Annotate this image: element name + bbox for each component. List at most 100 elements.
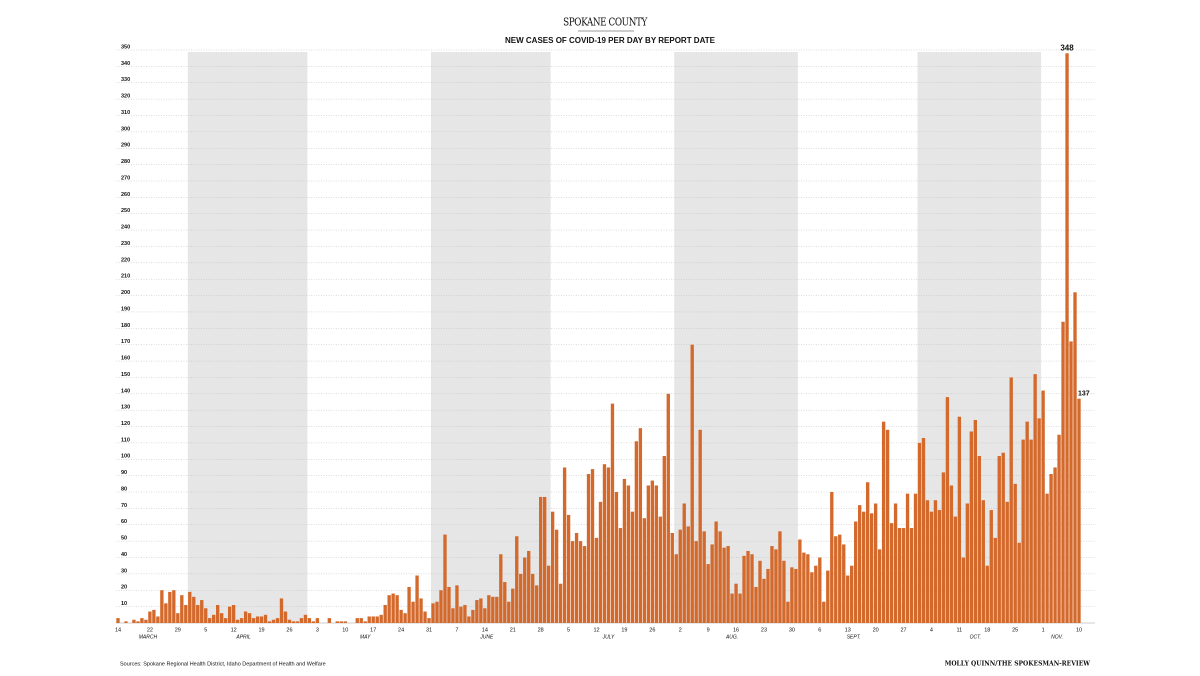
x-tick-label: 18 [984,627,990,633]
bar [718,531,722,623]
bar [355,618,359,623]
bar [431,603,435,623]
x-tick-label: 6 [818,627,821,633]
bar [124,621,128,623]
y-tick-label: 320 [121,94,130,100]
bar [267,621,272,623]
bar [989,510,993,623]
bar [586,474,591,623]
bar [399,609,403,623]
x-tick-label: 9 [707,627,710,633]
bar [152,609,156,623]
bar [176,613,180,623]
bar [271,619,276,623]
bar [395,595,399,623]
bar [782,560,786,623]
bar [415,575,419,623]
bar [471,609,475,623]
bar [1001,452,1005,623]
bar [846,575,850,623]
bar [463,604,467,623]
y-tick-label: 40 [121,552,127,558]
bar [953,516,958,623]
bar [208,618,212,623]
bar [307,618,312,623]
bar [443,534,447,623]
y-tick-label: 280 [121,159,130,165]
bar [606,467,611,623]
x-tick-label: 10 [1076,627,1082,633]
bar [1069,341,1073,623]
y-tick-label: 90 [121,470,127,476]
month-bands [187,52,1042,623]
bar [790,567,794,623]
bar [1009,377,1013,623]
bar [1065,53,1069,623]
bar [531,573,535,623]
bar [957,416,962,623]
bar [291,621,296,623]
bar [965,503,970,623]
bar [148,611,152,623]
bar [1033,374,1037,623]
y-tick-label: 140 [121,388,130,394]
y-tick-label: 210 [121,274,130,280]
bar [570,541,575,623]
labels: 1020304050607080901001101201301401501601… [115,43,1090,640]
bar [371,616,375,623]
bar [869,513,874,623]
bar [204,608,208,623]
bar [854,521,858,623]
bar [554,529,559,623]
x-tick-label: 24 [398,627,404,633]
bar [646,485,651,623]
bar [515,536,519,623]
bar [822,601,826,623]
bar [598,501,603,623]
bar [467,616,471,623]
bar [339,621,343,623]
credit: MOLLY QUINN/THE SPOKESMAN-REVIEW [945,661,1091,668]
x-tick-label: 19 [258,627,264,633]
y-tick-label: 290 [121,143,130,149]
bar [1013,483,1017,623]
bar [945,397,950,623]
bar [427,618,431,623]
y-tick-label: 340 [121,61,130,67]
bar [423,611,427,623]
bar [263,614,268,623]
bar [682,503,686,623]
bar [435,601,439,623]
bar [1073,292,1077,623]
bar [710,544,714,623]
y-tick-label: 80 [121,486,127,492]
bar [144,619,148,623]
bar [407,586,411,623]
bar [834,536,838,623]
bar [483,608,487,623]
bar [279,598,284,623]
y-tick-label: 130 [121,405,130,411]
y-tick-label: 270 [121,175,130,181]
bar [698,429,702,623]
data-label: 137 [1078,391,1090,398]
bar [889,523,894,623]
bar [132,619,136,623]
bar [527,550,531,623]
bar [762,578,766,623]
bar [511,588,515,623]
bar [220,613,224,623]
y-tick-label: 20 [121,585,127,591]
bar [1021,439,1025,623]
y-tick-label: 300 [121,126,130,132]
bar [658,516,662,623]
bar [742,555,746,623]
bar [973,419,977,623]
bar [1061,321,1065,623]
x-tick-label: 28 [538,627,544,633]
bar [1053,467,1057,623]
bar [770,546,774,623]
bar [275,618,280,623]
bar [662,456,666,623]
month-label: SEPT. [847,634,861,640]
